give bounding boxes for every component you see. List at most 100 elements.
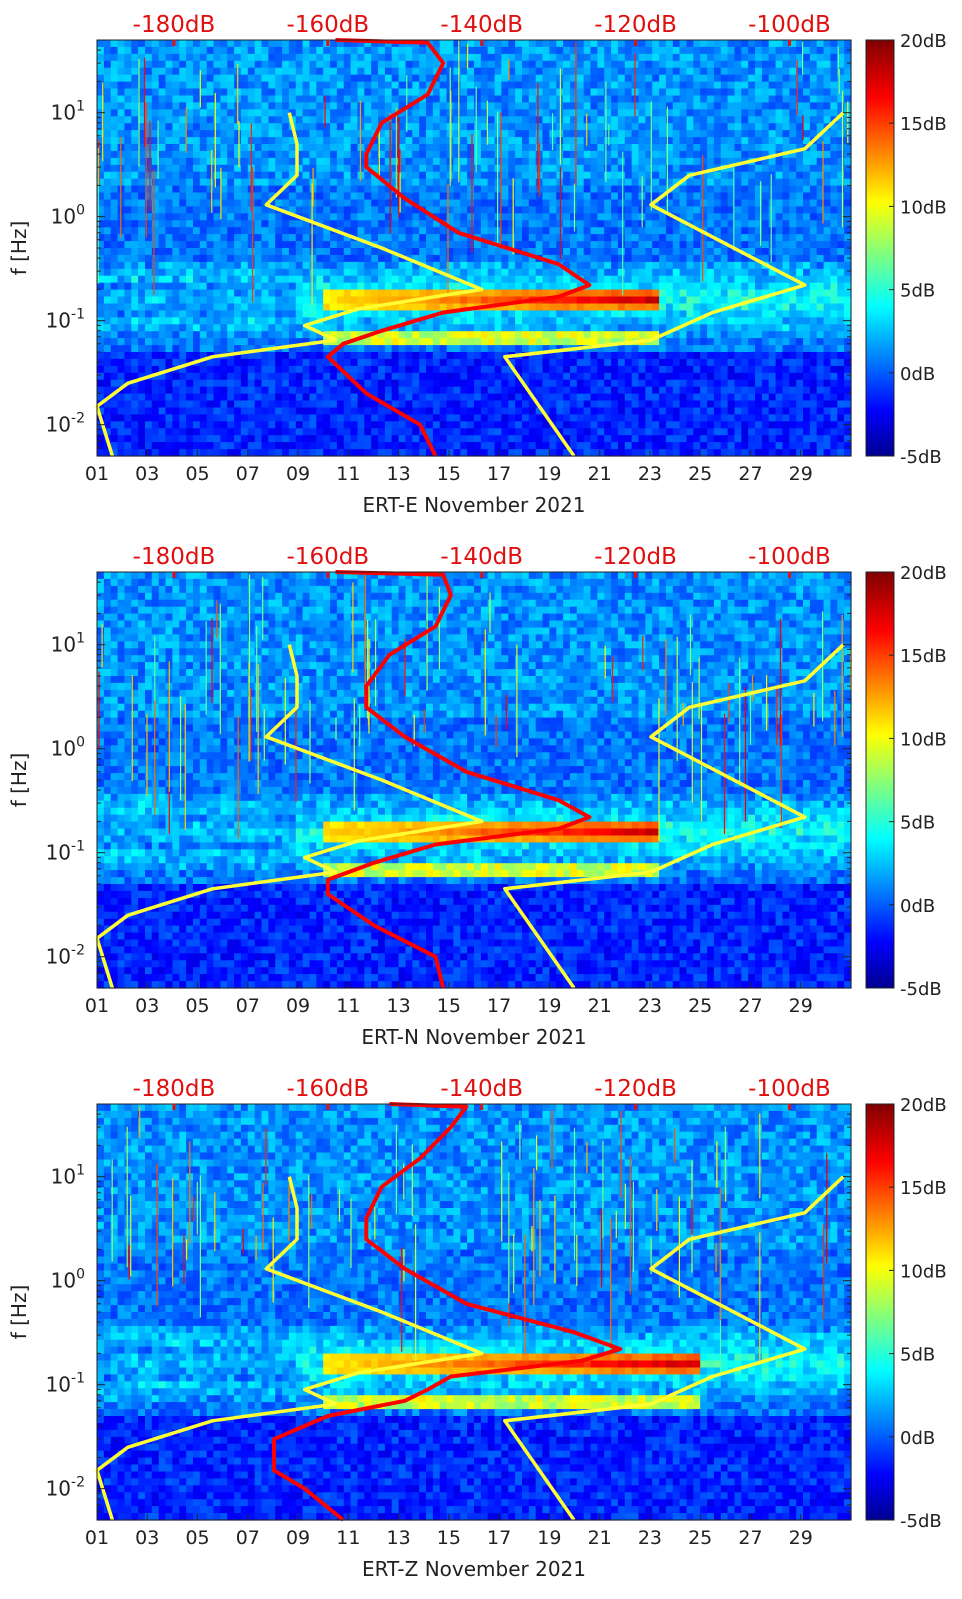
x-tick-label: 21 [588, 1527, 612, 1549]
colorbar-tick-label: 10dB [900, 729, 947, 750]
median-psd-line [325, 38, 592, 457]
top-db-label: -140dB [440, 544, 523, 570]
x-tick-label: 07 [236, 463, 260, 485]
panel-1: 01 03 05 07 09 11 13 15 17 19 21 23 25 27 29 ERT-E Nove… [7, 12, 947, 517]
colorbar: 20dB 15dB 10dB 5dB 0dB -5dB [865, 1095, 947, 1532]
x-tick-label: 03 [135, 463, 159, 485]
top-db-label: -100dB [748, 12, 831, 38]
x-tick-label: 05 [185, 995, 209, 1017]
x-tick-label: 09 [286, 995, 310, 1017]
high-noise-model-line [503, 111, 845, 458]
y-tick-label: 100 [51, 203, 85, 229]
x-axis-label: ERT-Z November 2021 [362, 1557, 586, 1581]
y-tick-label: 101 [51, 631, 85, 657]
panel-3: 01 03 05 07 09 11 13 15 17 19 21 23 25 27 29 ERT-Z Nove… [7, 1076, 947, 1581]
x-tick-label: 21 [588, 463, 612, 485]
colorbar-tick-label: 15dB [900, 114, 947, 135]
spectrogram-image [97, 572, 852, 989]
median-psd-line [325, 570, 592, 989]
x-tick-label: 07 [236, 1527, 260, 1549]
top-db-label: -160dB [287, 1076, 370, 1102]
x-tick-label: 19 [537, 463, 561, 485]
colorbar-gradient [865, 39, 895, 457]
x-tick-label: 01 [85, 995, 109, 1017]
x-tick-label: 21 [588, 995, 612, 1017]
x-tick-label: 19 [537, 995, 561, 1017]
x-tick-label: 25 [688, 463, 712, 485]
x-tick-label: 15 [437, 1527, 461, 1549]
top-db-label: -180dB [133, 12, 216, 38]
x-tick-label: 11 [336, 463, 360, 485]
y-tick-label: 10-1 [46, 839, 85, 865]
colorbar-tick-label: 10dB [900, 1261, 947, 1282]
x-tick-label: 11 [336, 1527, 360, 1549]
colorbar-tick-label: 5dB [900, 813, 935, 834]
colorbar-tick-label: 0dB [900, 364, 935, 385]
x-tick-label: 25 [688, 995, 712, 1017]
x-tick-label: 17 [487, 995, 511, 1017]
x-tick-label: 23 [638, 995, 662, 1017]
x-tick-label: 15 [437, 463, 461, 485]
x-axis-label: ERT-E November 2021 [363, 493, 586, 517]
colorbar-tick-label: 0dB [900, 896, 935, 917]
top-db-label: -180dB [133, 544, 216, 570]
low-noise-model-line [95, 1176, 484, 1521]
top-db-label: -120dB [594, 12, 677, 38]
colorbar: 20dB 15dB 10dB 5dB 0dB -5dB [865, 31, 947, 468]
high-noise-model-line [503, 1175, 845, 1522]
x-tick-label: 03 [135, 1527, 159, 1549]
x-tick-label: 13 [387, 995, 411, 1017]
x-tick-label: 23 [638, 463, 662, 485]
top-db-label: -120dB [594, 1076, 677, 1102]
colorbar-gradient [865, 571, 895, 989]
x-tick-label: 01 [85, 1527, 109, 1549]
colorbar-tick-label: 20dB [900, 563, 947, 584]
low-noise-model-line [95, 112, 484, 457]
y-tick-label: 101 [51, 1163, 85, 1189]
x-tick-label: 17 [487, 1527, 511, 1549]
colorbar-tick-label: 10dB [900, 197, 947, 218]
y-axis-label: f [Hz] [7, 221, 31, 276]
x-tick-label: 13 [387, 463, 411, 485]
median-psd-line [272, 1102, 623, 1522]
colorbar-tick-label: 5dB [900, 281, 935, 302]
top-db-label: -160dB [287, 12, 370, 38]
colorbar-tick-label: 5dB [900, 1345, 935, 1366]
colorbar: 20dB 15dB 10dB 5dB 0dB -5dB [865, 563, 947, 1000]
top-db-label: -100dB [748, 1076, 831, 1102]
top-db-label: -180dB [133, 1076, 216, 1102]
y-axis-label: f [Hz] [7, 1285, 31, 1340]
x-tick-label: 23 [638, 1527, 662, 1549]
top-db-label: -120dB [594, 544, 677, 570]
y-tick-label: 10-1 [46, 307, 85, 333]
x-tick-label: 01 [85, 463, 109, 485]
colorbar-tick-label: -5dB [900, 979, 942, 1000]
low-noise-model-line [95, 644, 484, 989]
y-tick-label: 101 [51, 99, 85, 125]
x-tick-label: 09 [286, 1527, 310, 1549]
colorbar-tick-label: 15dB [900, 646, 947, 667]
top-db-label: -140dB [440, 1076, 523, 1102]
colorbar-tick-label: 20dB [900, 31, 947, 52]
y-axis-label: f [Hz] [7, 753, 31, 808]
y-tick-label: 10-2 [46, 411, 85, 437]
colorbar-gradient [865, 1103, 895, 1521]
y-tick-label: 10-2 [46, 943, 85, 969]
spectrogram-image [97, 40, 852, 457]
y-tick-label: 10-1 [46, 1371, 85, 1397]
x-tick-label: 17 [487, 463, 511, 485]
colorbar-tick-label: -5dB [900, 447, 942, 468]
x-tick-label: 09 [286, 463, 310, 485]
x-tick-label: 27 [738, 995, 762, 1017]
x-tick-label: 05 [185, 1527, 209, 1549]
x-tick-label: 19 [537, 1527, 561, 1549]
y-tick-label: 100 [51, 1267, 85, 1293]
x-tick-label: 13 [387, 1527, 411, 1549]
y-tick-label: 10-2 [46, 1475, 85, 1501]
x-tick-label: 27 [738, 463, 762, 485]
panel-2: 01 03 05 07 09 11 13 15 17 19 21 23 25 27 29 ERT-N Nove… [7, 544, 947, 1049]
high-noise-model-line [503, 643, 845, 990]
y-tick-label: 100 [51, 735, 85, 761]
x-tick-label: 03 [135, 995, 159, 1017]
